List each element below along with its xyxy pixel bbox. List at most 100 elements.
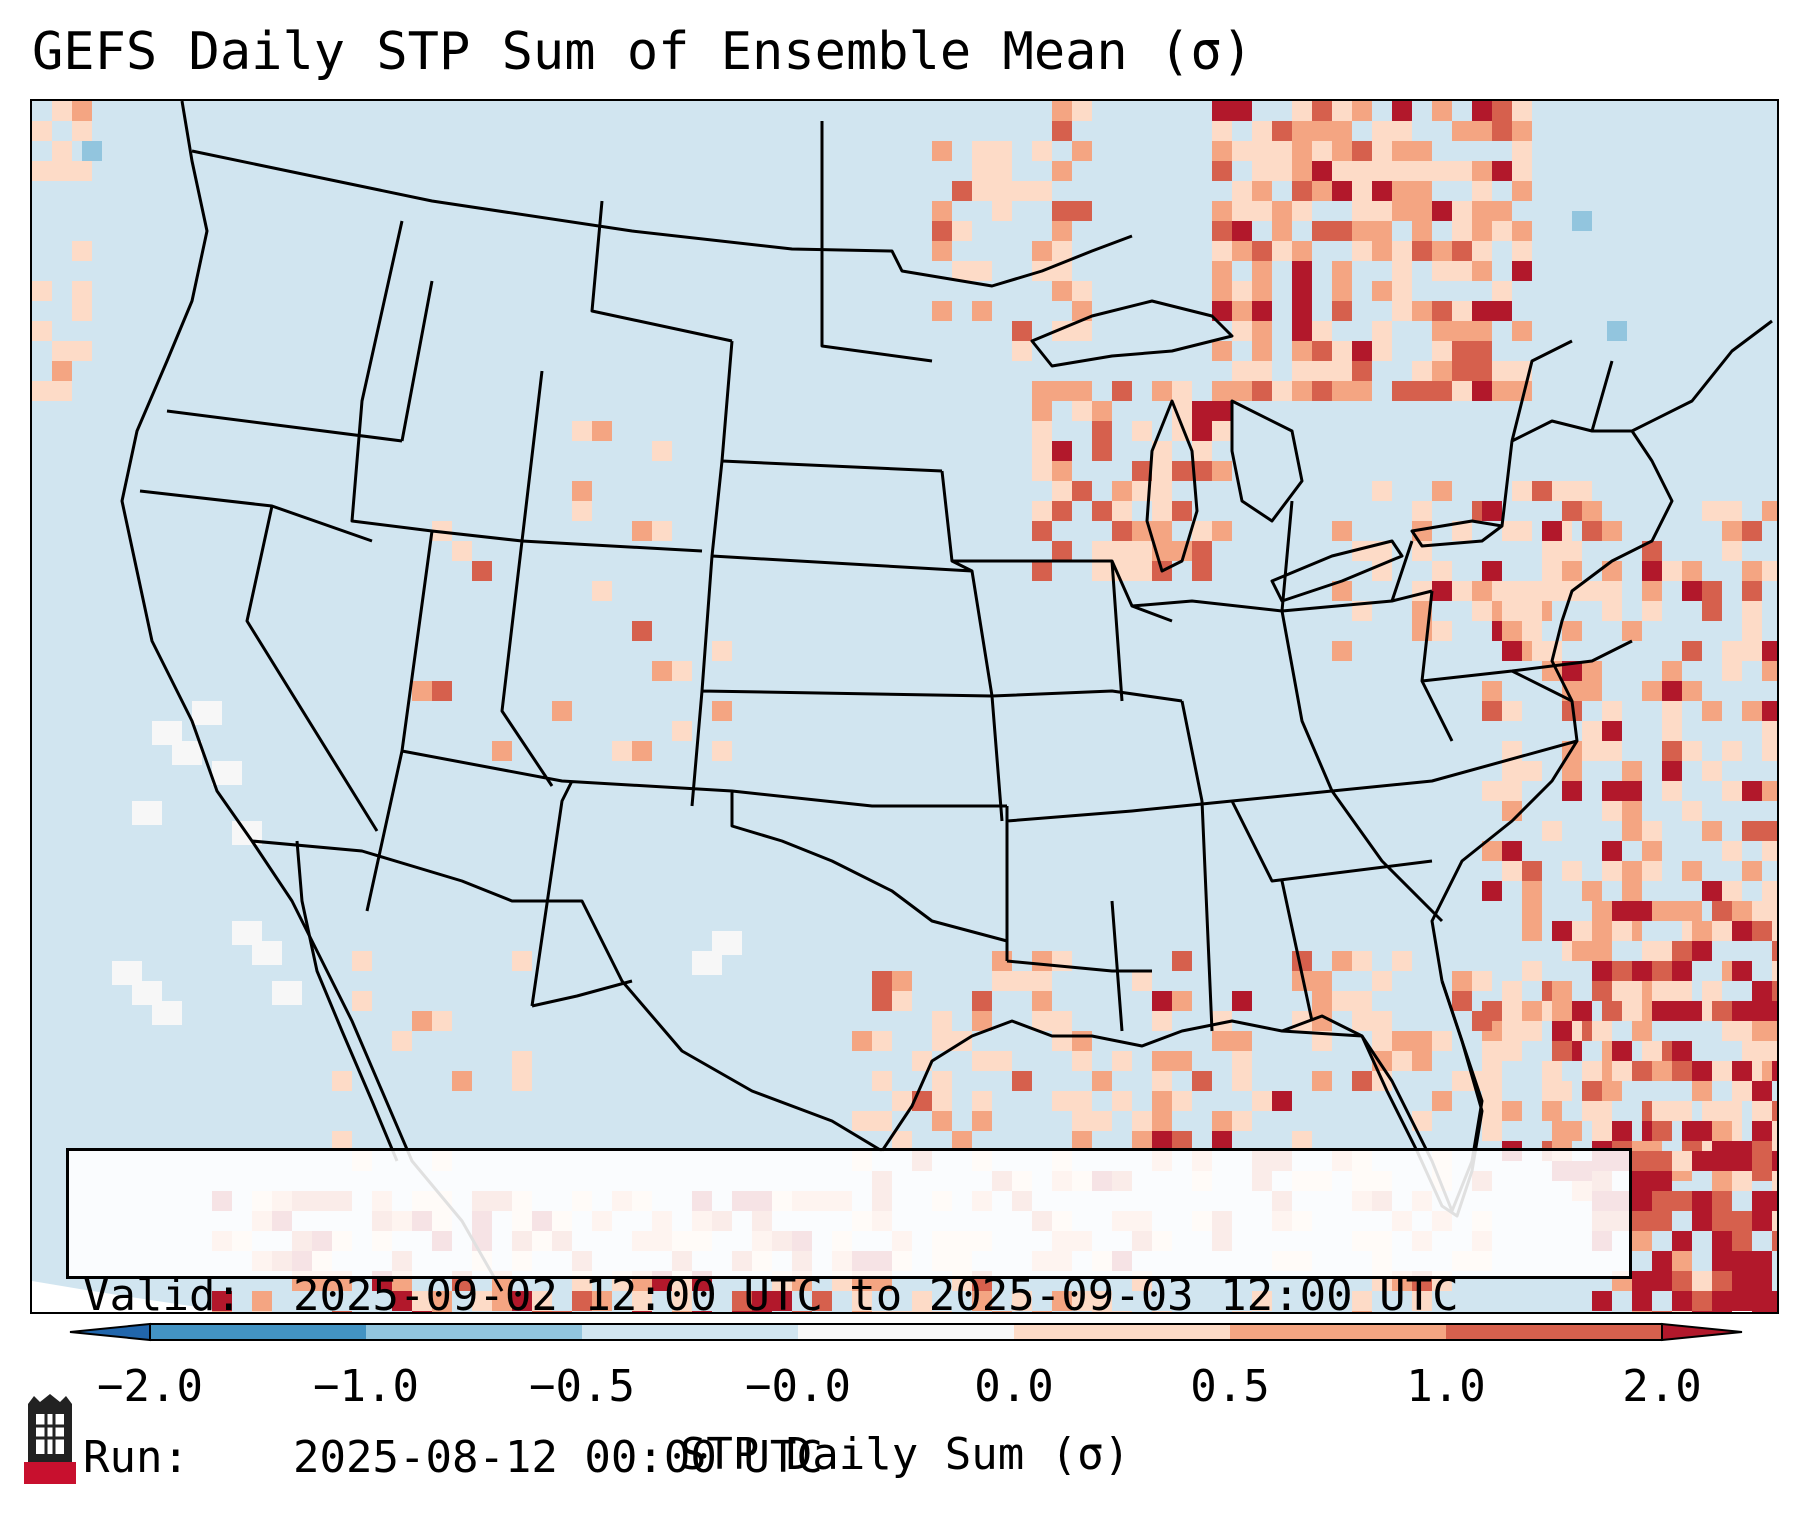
anomaly-cell (1392, 281, 1412, 301)
anomaly-cell (1512, 141, 1532, 161)
anomaly-cell (1412, 361, 1432, 381)
anomaly-cell (1722, 781, 1742, 801)
niu-logo-icon (24, 1394, 76, 1484)
neutral-cell (152, 1001, 182, 1025)
colorbar-tick-8: 2.0 (1622, 1361, 1702, 1412)
anomaly-cell (1732, 901, 1752, 921)
colorbar-label: STP Daily Sum (σ) (679, 1429, 1131, 1480)
anomaly-cell (1502, 861, 1522, 881)
anomaly-cell (1312, 121, 1332, 141)
anomaly-cell (1052, 481, 1072, 501)
anomaly-cell (1312, 181, 1332, 201)
state-lines (139, 121, 1633, 1032)
valid-value: 2025-09-02 12:00 UTC to 2025-09-03 12:00… (293, 1270, 1459, 1321)
anomaly-cell (1752, 1121, 1772, 1141)
anomaly-cell (1392, 121, 1412, 141)
anomaly-cell (1582, 721, 1602, 741)
anomaly-cell (1762, 1041, 1777, 1061)
anomaly-cell (1622, 821, 1642, 841)
anomaly-cell (1592, 1021, 1612, 1041)
anomaly-cell (1432, 1031, 1452, 1051)
anomaly-cell (1332, 281, 1352, 301)
anomaly-cell (1672, 1311, 1692, 1312)
anomaly-cell (1742, 701, 1762, 721)
anomaly-cell (632, 621, 652, 641)
anomaly-cell (1752, 921, 1772, 941)
anomaly-cell (1032, 421, 1052, 441)
anomaly-cell (1312, 101, 1332, 121)
anomaly-cell (1732, 1271, 1752, 1291)
anomaly-cell (1652, 1251, 1672, 1271)
anomaly-cell (1482, 841, 1502, 861)
anomaly-cell (1752, 1001, 1772, 1021)
anomaly-cell (1292, 121, 1312, 141)
state-borders (120, 101, 1773, 1292)
validity-info-box: Valid: 2025-09-02 12:00 UTC to 2025-09-0… (66, 1148, 1632, 1483)
anomaly-cell (1652, 1101, 1672, 1121)
anomaly-cell (1572, 481, 1592, 501)
anomaly-cell (1412, 181, 1432, 201)
anomaly-cell (1652, 1191, 1672, 1211)
anomaly-cell (72, 301, 92, 321)
anomaly-cell (1772, 1061, 1777, 1081)
colorbar-bin-7 (1446, 1324, 1662, 1340)
lake-huron (1230, 399, 1304, 523)
anomaly-cell (1372, 201, 1392, 221)
anomaly-cell (412, 1311, 432, 1312)
anomaly-cell (1092, 501, 1112, 521)
anomaly-cell (1712, 1001, 1732, 1021)
neutral-cell (252, 941, 282, 965)
anomaly-cell (1742, 581, 1762, 601)
anomaly-cell (1332, 121, 1352, 141)
anomaly-cell (1292, 321, 1312, 341)
anomaly-cell (1152, 521, 1172, 541)
anomaly-cell (1072, 281, 1092, 301)
colorbar-tick-3: −0.5 (529, 1361, 635, 1412)
anomaly-cell (1732, 1171, 1752, 1191)
anomaly-cell (1632, 901, 1652, 921)
anomaly-cell (1662, 761, 1682, 781)
anomaly-cell (1212, 141, 1232, 161)
anomaly-cell (1472, 181, 1492, 201)
anomaly-cell (1212, 301, 1232, 321)
anomaly-cell (1332, 991, 1352, 1011)
anomaly-cell (1492, 301, 1512, 321)
anomaly-cell (1052, 121, 1072, 141)
anomaly-cell (1232, 141, 1252, 161)
anomaly-cell (1352, 1311, 1372, 1312)
anomaly-cell (1592, 981, 1612, 1001)
anomaly-cell (1572, 941, 1592, 961)
anomaly-cell (1642, 861, 1662, 881)
anomaly-cell (892, 991, 912, 1011)
anomaly-cell (1632, 1271, 1652, 1291)
anomaly-cell (1332, 521, 1352, 541)
anomaly-cell (1212, 121, 1232, 141)
anomaly-cell (1052, 541, 1072, 561)
anomaly-cell (1252, 201, 1272, 221)
anomaly-cell (1252, 161, 1272, 181)
anomaly-cell (1452, 1071, 1472, 1091)
anomaly-cell (212, 1311, 232, 1312)
anomaly-cell (1392, 301, 1412, 321)
anomaly-cell (1602, 721, 1622, 741)
anomaly-cell (1432, 561, 1452, 581)
anomaly-cell (1252, 381, 1272, 401)
colorbar-bin-2 (366, 1324, 582, 1340)
anomaly-cell (892, 1091, 912, 1111)
anomaly-cell (932, 1031, 952, 1051)
anomaly-cell (1292, 1131, 1312, 1151)
anomaly-cell (1372, 281, 1392, 301)
anomaly-cell (672, 661, 692, 681)
anomaly-cell (1502, 781, 1522, 801)
anomaly-cell (972, 1111, 992, 1131)
anomaly-cell (1682, 641, 1702, 661)
anomaly-cell (1722, 541, 1742, 561)
anomaly-cell (792, 1311, 812, 1312)
anomaly-cell (1152, 1011, 1172, 1031)
anomaly-cell (592, 1291, 612, 1311)
anomaly-cell (332, 1071, 352, 1091)
anomaly-cell (992, 181, 1012, 201)
anomaly-cell (1232, 181, 1252, 201)
anomaly-cell (1732, 921, 1752, 941)
anomaly-cell (592, 581, 612, 601)
